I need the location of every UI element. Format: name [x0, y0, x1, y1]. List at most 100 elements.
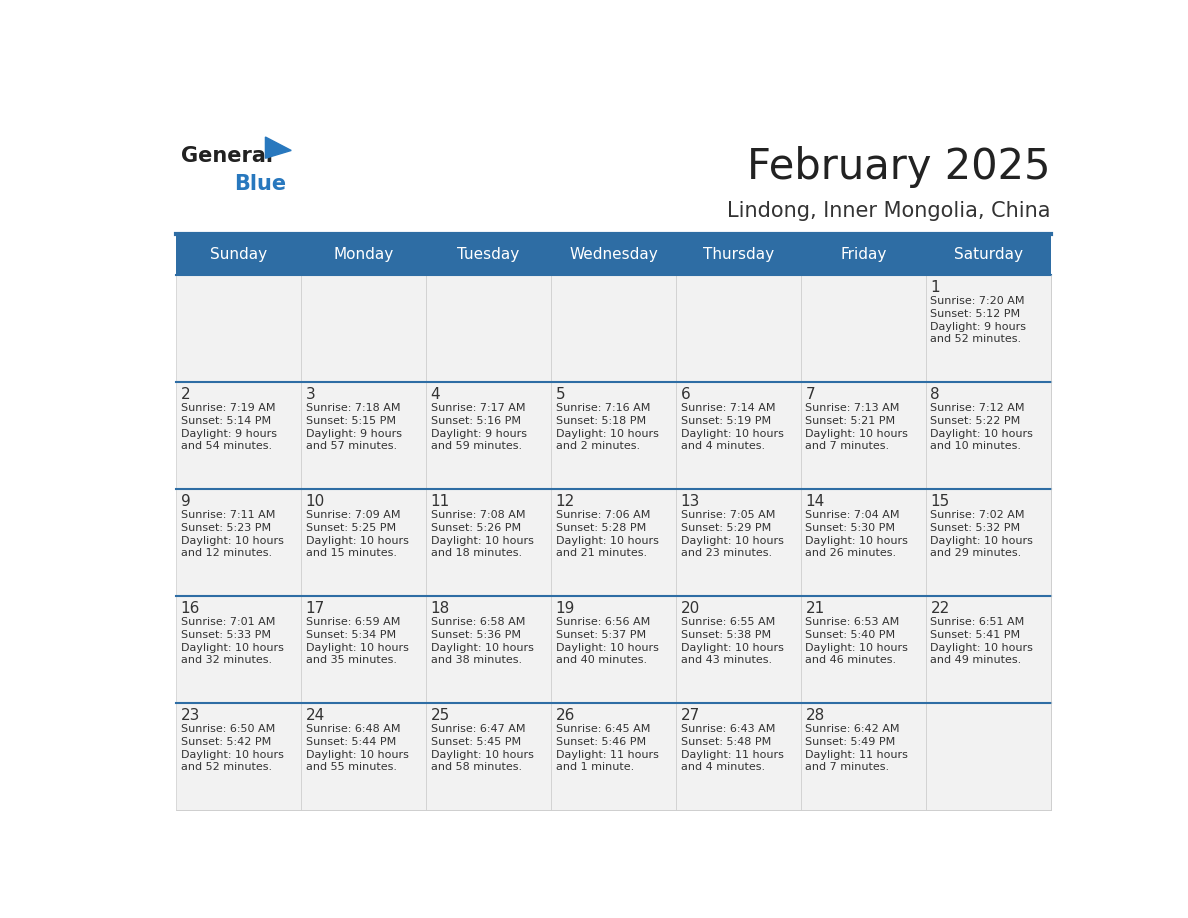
- Text: 19: 19: [556, 601, 575, 616]
- Bar: [426, 382, 551, 489]
- Bar: [301, 596, 426, 703]
- Bar: [925, 274, 1051, 382]
- Text: Sunset: 5:21 PM: Sunset: 5:21 PM: [805, 416, 896, 426]
- Text: Sunset: 5:15 PM: Sunset: 5:15 PM: [305, 416, 396, 426]
- Text: Sunrise: 7:19 AM: Sunrise: 7:19 AM: [181, 403, 276, 413]
- Text: Daylight: 9 hours
and 52 minutes.: Daylight: 9 hours and 52 minutes.: [930, 321, 1026, 344]
- Text: Daylight: 11 hours
and 7 minutes.: Daylight: 11 hours and 7 minutes.: [805, 750, 909, 772]
- Text: 21: 21: [805, 601, 824, 616]
- Bar: [676, 274, 801, 382]
- Text: Daylight: 10 hours
and 18 minutes.: Daylight: 10 hours and 18 minutes.: [430, 535, 533, 558]
- Bar: [676, 489, 801, 596]
- Text: Sunset: 5:46 PM: Sunset: 5:46 PM: [556, 737, 646, 747]
- Text: Sunset: 5:34 PM: Sunset: 5:34 PM: [305, 630, 396, 640]
- Text: 12: 12: [556, 494, 575, 509]
- Text: Sunrise: 7:06 AM: Sunrise: 7:06 AM: [556, 510, 650, 521]
- Bar: [176, 274, 301, 382]
- Text: Sunset: 5:38 PM: Sunset: 5:38 PM: [681, 630, 771, 640]
- Bar: [426, 274, 551, 382]
- Text: Daylight: 9 hours
and 54 minutes.: Daylight: 9 hours and 54 minutes.: [181, 429, 277, 451]
- Text: Sunrise: 7:18 AM: Sunrise: 7:18 AM: [305, 403, 400, 413]
- Text: Daylight: 10 hours
and 26 minutes.: Daylight: 10 hours and 26 minutes.: [805, 535, 909, 558]
- Text: Sunrise: 6:56 AM: Sunrise: 6:56 AM: [556, 617, 650, 627]
- Bar: [801, 274, 925, 382]
- Text: 27: 27: [681, 708, 700, 722]
- Text: Daylight: 10 hours
and 7 minutes.: Daylight: 10 hours and 7 minutes.: [805, 429, 909, 451]
- Text: February 2025: February 2025: [747, 146, 1051, 187]
- Text: Blue: Blue: [234, 174, 286, 195]
- Text: Daylight: 10 hours
and 15 minutes.: Daylight: 10 hours and 15 minutes.: [305, 535, 409, 558]
- Text: Daylight: 10 hours
and 58 minutes.: Daylight: 10 hours and 58 minutes.: [430, 750, 533, 772]
- Text: Wednesday: Wednesday: [569, 247, 658, 262]
- Text: Sunrise: 6:42 AM: Sunrise: 6:42 AM: [805, 724, 901, 734]
- Text: Sunset: 5:41 PM: Sunset: 5:41 PM: [930, 630, 1020, 640]
- Bar: [801, 489, 925, 596]
- Bar: [676, 234, 801, 274]
- Text: Sunrise: 7:17 AM: Sunrise: 7:17 AM: [430, 403, 525, 413]
- Bar: [801, 382, 925, 489]
- Text: Sunrise: 7:02 AM: Sunrise: 7:02 AM: [930, 510, 1025, 521]
- Text: Lindong, Inner Mongolia, China: Lindong, Inner Mongolia, China: [727, 200, 1051, 220]
- Text: Sunrise: 6:55 AM: Sunrise: 6:55 AM: [681, 617, 775, 627]
- Text: Daylight: 9 hours
and 57 minutes.: Daylight: 9 hours and 57 minutes.: [305, 429, 402, 451]
- Text: Daylight: 10 hours
and 38 minutes.: Daylight: 10 hours and 38 minutes.: [430, 643, 533, 665]
- Text: Sunrise: 7:16 AM: Sunrise: 7:16 AM: [556, 403, 650, 413]
- Text: Sunset: 5:12 PM: Sunset: 5:12 PM: [930, 308, 1020, 319]
- Text: 16: 16: [181, 601, 200, 616]
- Text: Daylight: 11 hours
and 1 minute.: Daylight: 11 hours and 1 minute.: [556, 750, 658, 772]
- Text: Sunset: 5:26 PM: Sunset: 5:26 PM: [430, 523, 520, 532]
- Text: Daylight: 10 hours
and 2 minutes.: Daylight: 10 hours and 2 minutes.: [556, 429, 658, 451]
- Bar: [301, 489, 426, 596]
- Text: Daylight: 10 hours
and 43 minutes.: Daylight: 10 hours and 43 minutes.: [681, 643, 783, 665]
- Bar: [925, 489, 1051, 596]
- Text: Daylight: 10 hours
and 40 minutes.: Daylight: 10 hours and 40 minutes.: [556, 643, 658, 665]
- Text: Daylight: 10 hours
and 52 minutes.: Daylight: 10 hours and 52 minutes.: [181, 750, 284, 772]
- Text: Sunset: 5:18 PM: Sunset: 5:18 PM: [556, 416, 646, 426]
- Text: Sunrise: 6:59 AM: Sunrise: 6:59 AM: [305, 617, 400, 627]
- Text: Sunset: 5:33 PM: Sunset: 5:33 PM: [181, 630, 271, 640]
- Text: Sunset: 5:28 PM: Sunset: 5:28 PM: [556, 523, 646, 532]
- Text: Daylight: 10 hours
and 46 minutes.: Daylight: 10 hours and 46 minutes.: [805, 643, 909, 665]
- Text: 6: 6: [681, 386, 690, 402]
- Text: 18: 18: [430, 601, 450, 616]
- Text: Sunrise: 6:51 AM: Sunrise: 6:51 AM: [930, 617, 1025, 627]
- Bar: [426, 489, 551, 596]
- Bar: [676, 596, 801, 703]
- Polygon shape: [265, 137, 291, 158]
- Text: Sunrise: 6:50 AM: Sunrise: 6:50 AM: [181, 724, 274, 734]
- Text: Sunset: 5:29 PM: Sunset: 5:29 PM: [681, 523, 771, 532]
- Text: Saturday: Saturday: [954, 247, 1023, 262]
- Text: 9: 9: [181, 494, 190, 509]
- Text: Sunset: 5:42 PM: Sunset: 5:42 PM: [181, 737, 271, 747]
- Bar: [551, 596, 676, 703]
- Text: Sunset: 5:22 PM: Sunset: 5:22 PM: [930, 416, 1020, 426]
- Text: Sunrise: 6:48 AM: Sunrise: 6:48 AM: [305, 724, 400, 734]
- Text: Daylight: 9 hours
and 59 minutes.: Daylight: 9 hours and 59 minutes.: [430, 429, 526, 451]
- Text: Sunrise: 6:53 AM: Sunrise: 6:53 AM: [805, 617, 899, 627]
- Text: 17: 17: [305, 601, 326, 616]
- Text: Daylight: 10 hours
and 23 minutes.: Daylight: 10 hours and 23 minutes.: [681, 535, 783, 558]
- Text: Daylight: 10 hours
and 10 minutes.: Daylight: 10 hours and 10 minutes.: [930, 429, 1034, 451]
- Text: Daylight: 10 hours
and 4 minutes.: Daylight: 10 hours and 4 minutes.: [681, 429, 783, 451]
- Text: Sunrise: 7:11 AM: Sunrise: 7:11 AM: [181, 510, 276, 521]
- Text: 23: 23: [181, 708, 200, 722]
- Text: 5: 5: [556, 386, 565, 402]
- Text: Daylight: 10 hours
and 21 minutes.: Daylight: 10 hours and 21 minutes.: [556, 535, 658, 558]
- Bar: [925, 596, 1051, 703]
- Text: 3: 3: [305, 386, 316, 402]
- Bar: [676, 382, 801, 489]
- Text: Sunrise: 7:08 AM: Sunrise: 7:08 AM: [430, 510, 525, 521]
- Text: Sunday: Sunday: [210, 247, 267, 262]
- Text: Sunset: 5:37 PM: Sunset: 5:37 PM: [556, 630, 646, 640]
- Text: 2: 2: [181, 386, 190, 402]
- Text: 1: 1: [930, 280, 940, 295]
- Bar: [301, 703, 426, 810]
- Bar: [551, 703, 676, 810]
- Text: Sunrise: 7:09 AM: Sunrise: 7:09 AM: [305, 510, 400, 521]
- Bar: [925, 382, 1051, 489]
- Text: 15: 15: [930, 494, 949, 509]
- Text: 25: 25: [430, 708, 450, 722]
- Bar: [301, 382, 426, 489]
- Text: 14: 14: [805, 494, 824, 509]
- Text: Sunset: 5:49 PM: Sunset: 5:49 PM: [805, 737, 896, 747]
